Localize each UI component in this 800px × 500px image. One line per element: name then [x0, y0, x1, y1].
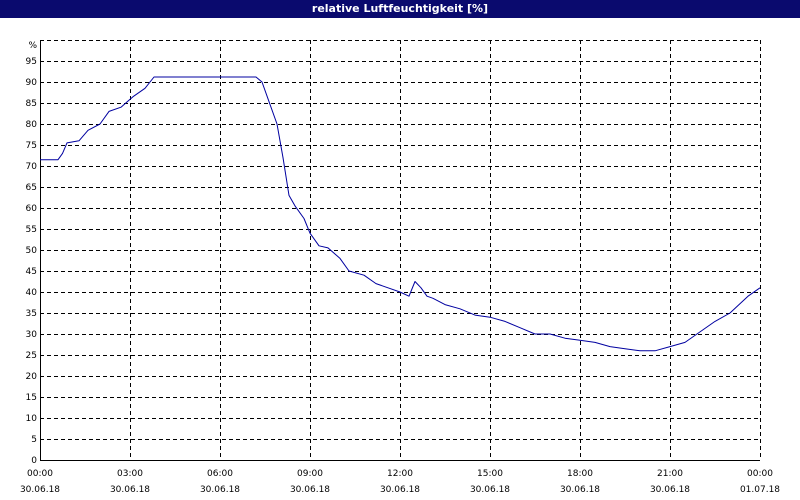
y-tick-label: 55 — [26, 225, 37, 235]
x-tick-time-label: 15:00 — [477, 469, 503, 479]
y-tick-label: 85 — [26, 99, 37, 109]
x-tick-date-label: 30.06.18 — [110, 485, 150, 495]
grid — [40, 40, 761, 460]
y-tick-label: 15 — [26, 393, 37, 403]
tick-labels: 0 5 10 15 20 25 30 35 40 45 50 55 60 65 70 75 80 85 90 95% 0… — [20, 41, 780, 495]
y-tick-label: 40 — [26, 288, 38, 298]
x-tick-time-label: 06:00 — [207, 469, 233, 479]
chart-title: relative Luftfeuchtigkeit [%] — [0, 0, 800, 18]
x-tick-time-label: 00:00 — [747, 469, 773, 479]
x-tick-date-label: 30.06.18 — [20, 485, 60, 495]
y-tick-label: 0 — [31, 456, 37, 466]
x-tick-time-label: 00:00 — [27, 469, 53, 479]
y-tick-label: 25 — [26, 351, 37, 361]
y-tick-label: 20 — [26, 372, 38, 382]
y-tick-label: 60 — [26, 204, 38, 214]
y-tick-label: 80 — [26, 120, 38, 130]
series-layer — [40, 76, 761, 352]
y-tick-label: 65 — [26, 183, 37, 193]
x-tick-date-label: 30.06.18 — [650, 485, 690, 495]
x-tick-date-label: 30.06.18 — [560, 485, 600, 495]
x-tick-time-label: 18:00 — [567, 469, 593, 479]
x-tick-time-label: 09:00 — [297, 469, 323, 479]
y-tick-label: 70 — [26, 162, 38, 172]
x-tick-date-label: 30.06.18 — [290, 485, 330, 495]
y-tick-label: 75 — [26, 141, 37, 151]
y-tick-label: 35 — [26, 309, 37, 319]
x-tick-time-label: 21:00 — [657, 469, 683, 479]
y-tick-label: 30 — [26, 330, 38, 340]
y-axis-unit-label: % — [28, 41, 37, 51]
humidity-series-line — [40, 76, 761, 352]
y-tick-label: 50 — [26, 246, 38, 256]
axes — [40, 40, 760, 461]
x-tick-date-label: 30.06.18 — [200, 485, 240, 495]
y-tick-label: 45 — [26, 267, 37, 277]
x-tick-date-label: 30.06.18 — [470, 485, 510, 495]
x-tick-date-label: 30.06.18 — [380, 485, 420, 495]
y-tick-label: 90 — [26, 78, 38, 88]
x-tick-time-label: 12:00 — [387, 469, 413, 479]
y-tick-label: 95 — [26, 57, 37, 67]
y-tick-label: 10 — [26, 414, 38, 424]
y-tick-label: 5 — [31, 435, 37, 445]
x-tick-time-label: 03:00 — [117, 469, 143, 479]
x-tick-date-label: 01.07.18 — [740, 485, 780, 495]
